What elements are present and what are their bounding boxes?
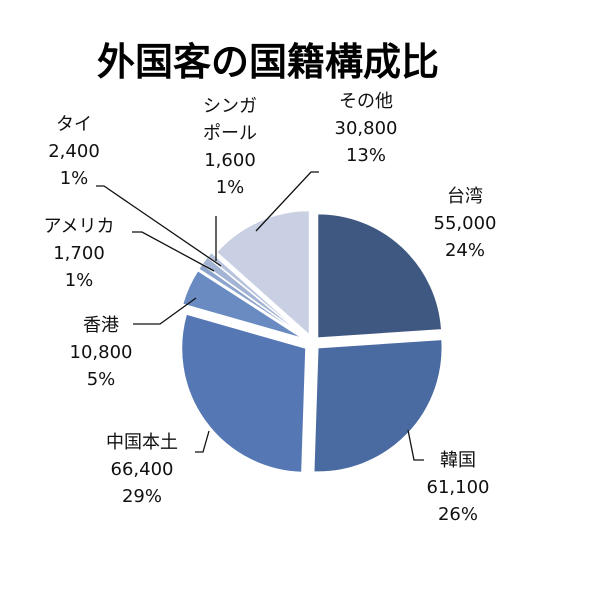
leader-line-china bbox=[195, 430, 210, 453]
leader-line-other bbox=[255, 171, 319, 232]
pie-slice-taiwan bbox=[317, 213, 443, 339]
slice-label-thailand: タイ 2,400 1% bbox=[48, 114, 100, 189]
pie-slice-china bbox=[181, 313, 307, 473]
slice-label-usa: アメリカ 1,700 1% bbox=[43, 216, 114, 291]
pie-slice-korea bbox=[313, 339, 443, 473]
pie-slice-hongkong bbox=[182, 270, 303, 339]
slice-label-other: その他 30,800 13% bbox=[335, 91, 398, 166]
leader-line-korea bbox=[407, 429, 424, 461]
chart-title: 外国客の国籍構成比 bbox=[97, 40, 439, 84]
leader-line-usa bbox=[132, 231, 215, 272]
slice-label-korea: 韓国 61,100 26% bbox=[427, 450, 490, 525]
slice-label-taiwan: 台湾 55,000 24% bbox=[434, 186, 497, 261]
leader-line-hongkong bbox=[133, 297, 197, 325]
leader-line-thailand bbox=[96, 185, 222, 267]
pie-slice-other bbox=[216, 210, 310, 336]
slice-label-singapore: シンガポール 1,600 1% bbox=[203, 96, 257, 198]
slice-label-hongkong: 香港 10,800 5% bbox=[70, 315, 133, 390]
slice-label-china: 中国本土 66,400 29% bbox=[106, 432, 178, 507]
